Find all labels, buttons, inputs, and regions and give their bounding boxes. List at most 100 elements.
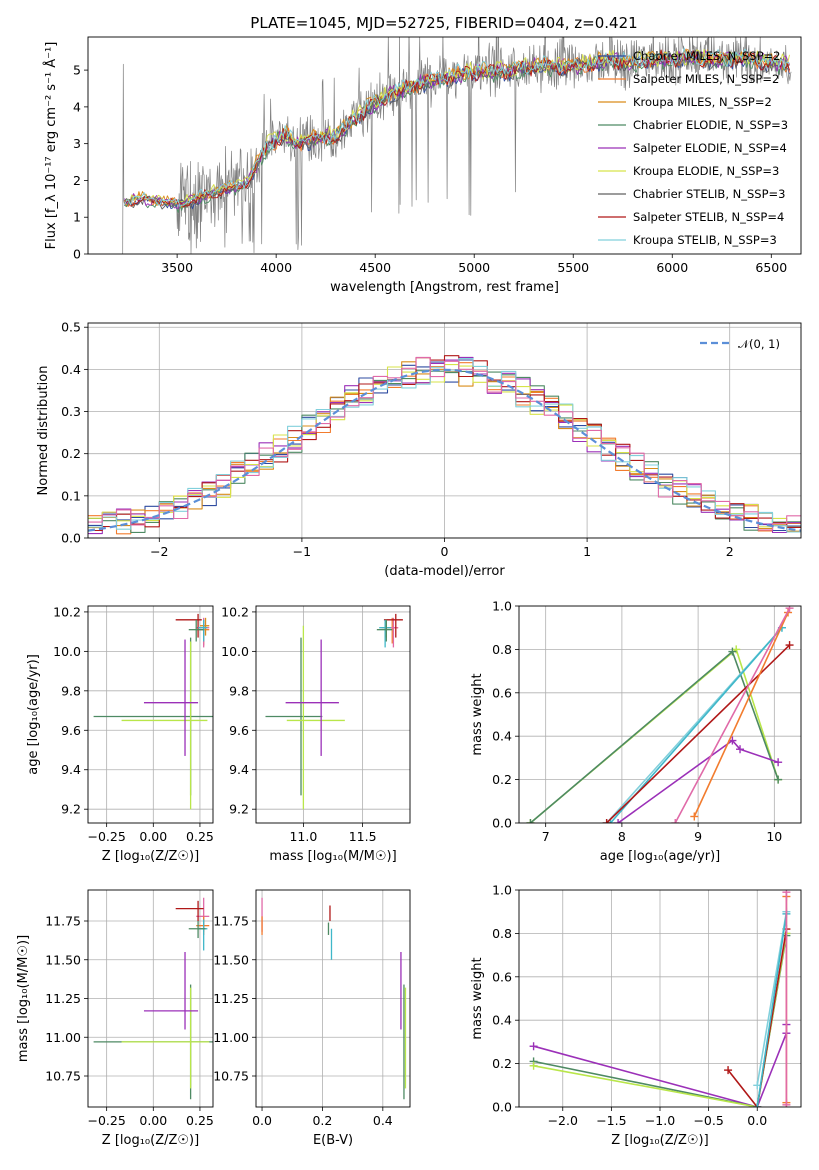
age_vs_z-ytick-label: 10.2	[53, 604, 81, 619]
mass_vs_z-ytick-label: 11.75	[45, 914, 81, 929]
weight_vs_age-xtick-label: 9	[694, 829, 702, 844]
weight_vs_z-xtick-label: −0.5	[693, 1113, 723, 1128]
legend-label: Kroupa MILES, N_SSP=2	[633, 95, 772, 109]
mass_vs_z-ytick-label: 10.75	[45, 1069, 81, 1084]
legend-label: Salpeter ELODIE, N_SSP=4	[633, 141, 787, 155]
age_vs_z-ytick-label: 9.2	[61, 802, 81, 817]
residuals-ytick-label: 0.4	[61, 362, 81, 377]
legend-label: Salpeter MILES, N_SSP=2	[633, 72, 779, 86]
mass_vs_ebv-ytick-label: 11.50	[213, 952, 249, 967]
age_vs_z-ytick-label: 9.8	[61, 683, 81, 698]
weight_vs_z-xtick-label: 0.0	[747, 1113, 767, 1128]
residuals-xtick-label: 0	[441, 544, 449, 559]
weight_vs_age-xtick-label: 7	[542, 829, 550, 844]
mass_vs_ebv-xlabel: E(B-V)	[313, 1133, 353, 1148]
legend-label: Kroupa STELIB, N_SSP=3	[633, 233, 777, 247]
residuals-ytick-label: 0.1	[61, 488, 81, 503]
legend-label: Chabrier ELODIE, N_SSP=3	[633, 118, 788, 132]
mass_vs_z-frame	[87, 889, 214, 1108]
weight_vs_age-xlabel: age [log₁₀(age/yr)]	[600, 849, 721, 864]
age_vs_z-xlabel: Z [log₁₀(Z/Z☉)]	[102, 849, 199, 864]
age_vs_z-ytick-label: 9.6	[61, 723, 81, 738]
mass_vs_ebv-xtick-label: 0.4	[373, 1113, 393, 1128]
weight-line	[727, 928, 788, 1107]
weight_vs_z-ytick-label: 0.4	[492, 1013, 512, 1028]
weight-line	[756, 911, 788, 1086]
weight_vs_z-ytick-label: 0.8	[492, 926, 512, 941]
spectrum-title: PLATE=1045, MJD=52725, FIBERID=0404, z=0…	[250, 14, 637, 32]
normal-curve	[88, 368, 801, 532]
mass_vs_z-xlabel: Z [log₁₀(Z/Z☉)]	[102, 1133, 199, 1148]
spectrum-xtick-label: 5500	[557, 260, 589, 275]
spectrum-ytick-label: 2	[73, 173, 81, 188]
weight_vs_age-plot-area	[519, 606, 801, 823]
residuals-plot-area	[88, 323, 801, 538]
weight_vs_age-frame	[518, 605, 802, 824]
mass_vs_ebv-xtick-label: 0.2	[312, 1113, 332, 1128]
mass_vs_z-ytick-label: 11.25	[45, 991, 81, 1006]
weight_vs_z-plot-area	[519, 890, 801, 1107]
normal-legend-label: 𝒩(0, 1)	[738, 337, 780, 351]
residuals-ytick-label: 0.3	[61, 404, 81, 419]
mass_vs_ebv-ytick-label: 10.75	[213, 1069, 249, 1084]
weight_vs_age-ytick-label: 0.8	[492, 642, 512, 657]
age_vs_z-plot-area	[88, 606, 213, 823]
weight_vs_age-ytick-label: 0.4	[492, 729, 512, 744]
mass_vs_ebv-plot-area	[256, 890, 410, 1107]
spectrum-ylabel: Flux [f_λ 10⁻¹⁷ erg cm⁻² s⁻¹ Å⁻¹]	[43, 42, 59, 250]
legend-label: Salpeter STELIB, N_SSP=4	[633, 210, 784, 224]
spectrum-ytick-label: 5	[73, 63, 81, 78]
weight-line	[756, 913, 788, 1107]
weight_vs_z-ytick-label: 0.6	[492, 969, 512, 984]
age_vs_mass-ytick-label: 9.8	[229, 683, 249, 698]
residuals-xtick-label: 1	[583, 544, 591, 559]
mass_vs_z-xtick-label: 0.00	[139, 1113, 167, 1128]
weight_vs_age-ytick-label: 1.0	[492, 599, 512, 614]
spectrum-xtick-label: 6000	[656, 260, 688, 275]
age_vs_z-ytick-label: 10.0	[53, 644, 81, 659]
residuals-xtick-label: −1	[293, 544, 311, 559]
residuals-frame	[87, 322, 802, 539]
mass_vs_ebv-frame	[255, 889, 411, 1108]
weight-line	[693, 612, 789, 817]
age_vs_mass-ytick-label: 9.6	[229, 723, 249, 738]
spectrum-xtick-label: 4000	[260, 260, 292, 275]
age_vs_mass-frame	[255, 605, 411, 824]
age_vs_mass-ytick-label: 9.4	[229, 762, 249, 777]
spectrum-frame	[87, 36, 802, 255]
mass_vs_ebv-xtick-label: 0.0	[252, 1113, 272, 1128]
age_vs_z-ytick-label: 9.4	[61, 762, 81, 777]
age_vs_z-xtick-label: −0.25	[88, 829, 126, 844]
legend-label: Chabrier MILES, N_SSP=2	[633, 49, 780, 63]
weight_vs_z-ytick-label: 0.2	[492, 1056, 512, 1071]
weight_vs_age-ytick-label: 0.2	[492, 772, 512, 787]
weight_vs_z-xtick-label: −1.0	[645, 1113, 675, 1128]
residuals-ytick-label: 0.0	[61, 531, 81, 546]
age_vs_mass-ytick-label: 10.0	[221, 644, 249, 659]
spectrum-model-line	[124, 47, 790, 207]
residuals-xtick-label: 2	[726, 544, 734, 559]
mass_vs_ebv-ytick-label: 11.00	[213, 1030, 249, 1045]
age_vs_mass-ytick-label: 10.2	[221, 604, 249, 619]
weight_vs_age-ylabel: mass weight	[470, 673, 485, 755]
spectrum-xtick-label: 5000	[458, 260, 490, 275]
weight_vs_age-xtick-label: 10	[766, 829, 782, 844]
weight-line	[674, 607, 791, 823]
weight_vs_z-xtick-label: −1.5	[596, 1113, 626, 1128]
mass_vs_z-ylabel: mass [log₁₀(M/M☉)]	[16, 935, 31, 1062]
age_vs_z-xtick-label: 0.25	[186, 829, 214, 844]
mass_vs_ebv-ytick-label: 11.75	[213, 914, 249, 929]
mass_vs_z-xtick-label: −0.25	[88, 1113, 126, 1128]
residual-histogram-line	[88, 355, 801, 532]
residuals-ytick-label: 0.5	[61, 320, 81, 335]
mass_vs_z-plot-area	[88, 890, 213, 1107]
mass_vs_z-ytick-label: 11.50	[45, 952, 81, 967]
spectrum-xtick-label: 4500	[359, 260, 391, 275]
age_vs_z-xtick-label: 0.00	[139, 829, 167, 844]
age_vs_mass-xtick-label: 11.0	[289, 829, 317, 844]
weight_vs_z-xlabel: Z [log₁₀(Z/Z☉)]	[611, 1133, 708, 1148]
spectrum-xtick-label: 3500	[161, 260, 193, 275]
weight_vs_z-ytick-label: 1.0	[492, 883, 512, 898]
spectrum-ytick-label: 1	[73, 210, 81, 225]
